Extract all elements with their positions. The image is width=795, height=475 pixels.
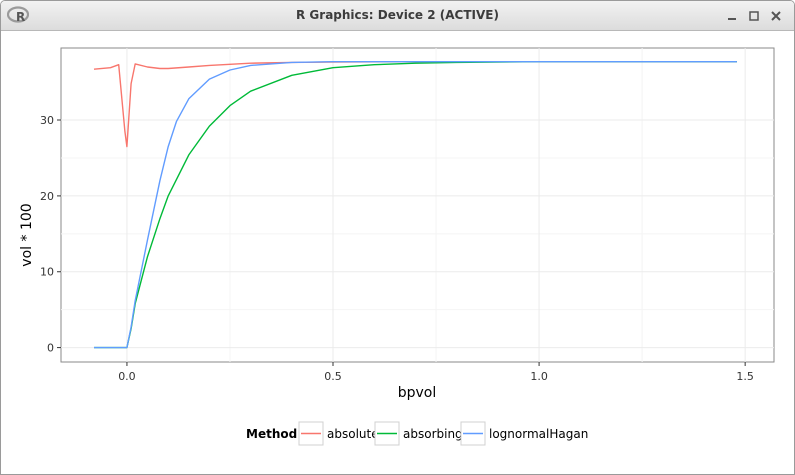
legend-label-absolute: absolute — [327, 427, 379, 441]
svg-text:R: R — [16, 10, 25, 24]
series-lines — [93, 61, 737, 349]
legend-label-absorbing: absorbing — [403, 427, 463, 441]
y-tick-label: 20 — [40, 190, 54, 203]
legend-title: Method — [246, 427, 297, 441]
y-tick-label: 30 — [40, 114, 54, 127]
window-controls — [722, 6, 788, 26]
x-tick-label: 1.0 — [530, 370, 548, 383]
minimize-icon[interactable] — [722, 6, 742, 26]
r-logo-icon: R — [7, 6, 29, 24]
legend: Method absolute absorbing lognormalHagan — [246, 421, 588, 446]
maximize-icon[interactable] — [744, 6, 764, 26]
y-axis: 0 10 20 30 — [40, 114, 61, 355]
y-tick-label: 10 — [40, 266, 54, 279]
plot-canvas: 0.0 0.5 1.0 1.5 0 10 20 30 bpvol vol * 100 Met… — [19, 47, 775, 446]
window-title: R Graphics: Device 2 (ACTIVE) — [296, 8, 499, 22]
plot-panel — [60, 47, 775, 363]
x-tick-label: 1.5 — [736, 370, 754, 383]
x-axis-title: bpvol — [398, 385, 437, 401]
x-tick-label: 0.0 — [118, 370, 136, 383]
y-tick-label: 0 — [47, 342, 54, 355]
series-line-lognormalHagan — [94, 61, 737, 349]
x-axis: 0.0 0.5 1.0 1.5 — [118, 362, 754, 383]
grid-lines — [61, 48, 774, 362]
x-tick-label: 0.5 — [324, 370, 342, 383]
legend-label-lognormalHagan: lognormalHagan — [489, 427, 588, 441]
close-icon[interactable] — [766, 6, 786, 26]
y-axis-title: vol * 100 — [19, 203, 35, 266]
title-bar[interactable]: R R Graphics: Device 2 (ACTIVE) — [1, 1, 794, 31]
